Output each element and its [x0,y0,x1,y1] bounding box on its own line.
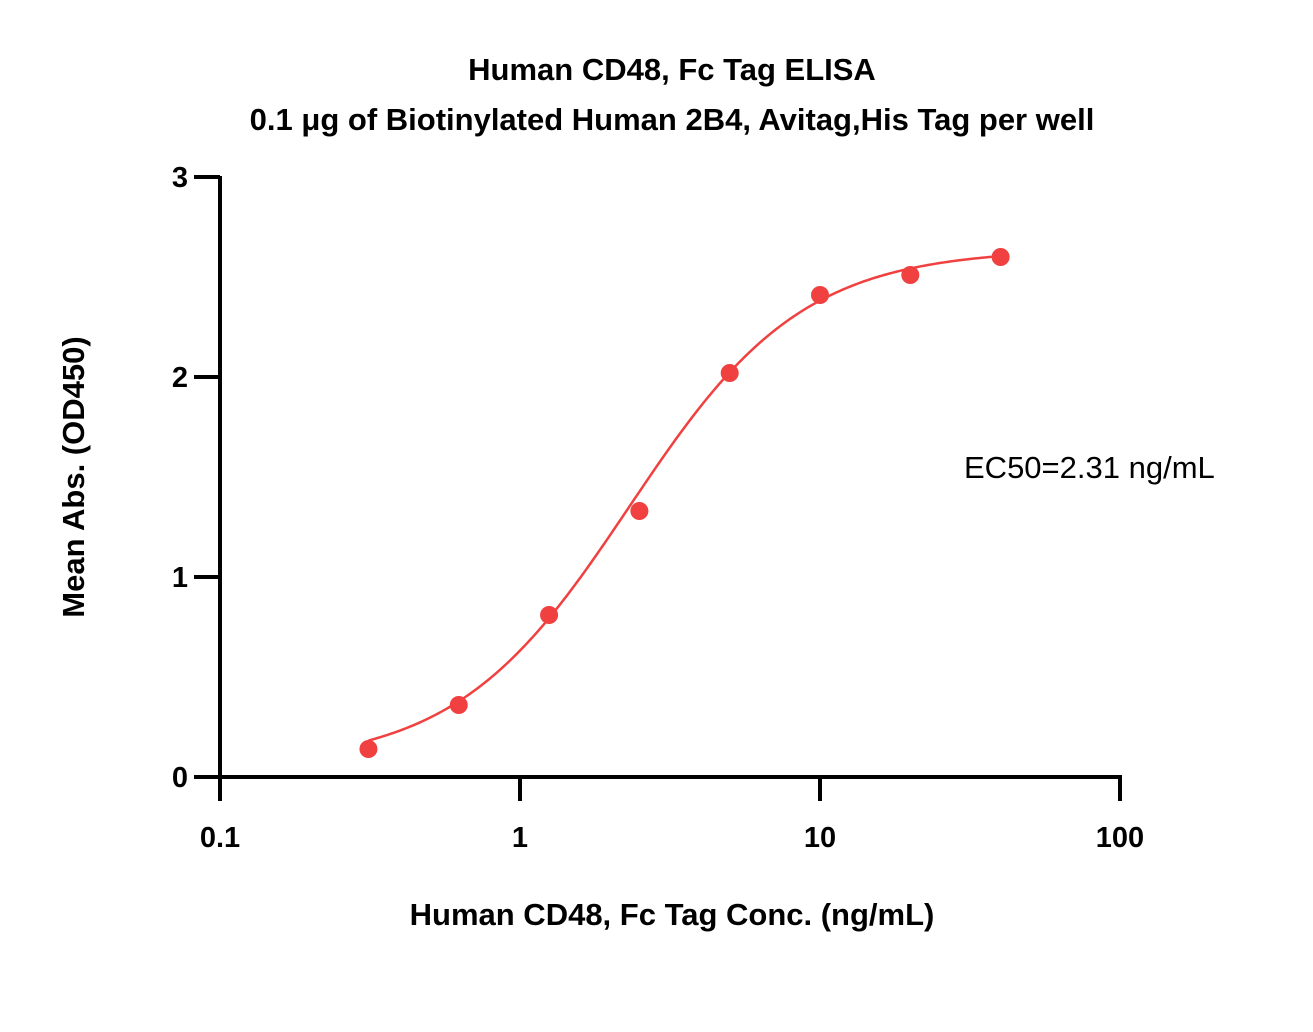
chart-title: Human CD48, Fc Tag ELISA [468,52,876,87]
data-points [359,248,1010,758]
data-point-5 [811,286,829,304]
chart-subtitle: 0.1 μg of Biotinylated Human 2B4, Avitag… [250,102,1095,137]
x-tick-label-2: 10 [804,822,836,854]
x-axis-label: Human CD48, Fc Tag Conc. (ng/mL) [410,897,935,932]
data-point-6 [901,266,920,284]
x-tick-label-0: 0.1 [200,822,240,854]
ec50-annotation: EC50=2.31 ng/mL [964,450,1215,485]
y-tick-label-3: 3 [172,162,188,194]
data-point-3 [630,502,649,520]
data-point-0 [359,740,378,758]
y-tick-label-0: 0 [172,762,188,794]
x-tick-label-1: 1 [512,822,528,854]
ticks: 0.1 1 10 100 0 1 2 3 [172,162,1144,854]
data-point-1 [449,696,468,714]
y-tick-label-1: 1 [172,562,188,594]
y-tick-label-2: 2 [172,362,188,394]
data-point-7 [991,248,1010,266]
y-axis-label: Mean Abs. (OD450) [56,336,91,617]
data-point-4 [720,364,739,382]
axes [218,176,1122,779]
fit-curve [368,254,1001,742]
data-point-2 [540,606,559,624]
x-tick-label-3: 100 [1096,822,1144,854]
